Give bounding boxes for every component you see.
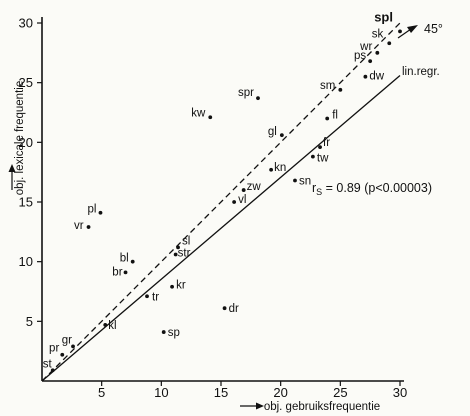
x-tick-label: 25 — [333, 385, 347, 400]
point-label-pr: pr — [49, 343, 59, 355]
trend-lines — [41, 22, 401, 382]
point-label-sn: sn — [299, 176, 311, 188]
x-tick-label: 10 — [154, 385, 168, 400]
data-point-dw — [363, 74, 368, 79]
data-point-sl — [176, 245, 180, 250]
data-point-pl — [98, 210, 103, 215]
data-point-fl — [325, 116, 330, 121]
point-label-dw: dw — [369, 71, 384, 83]
data-point-spr — [256, 96, 260, 101]
data-point-gl — [279, 133, 284, 138]
point-label-vl: vl — [238, 194, 246, 206]
point-label-kl: kl — [108, 320, 116, 332]
point-label-str: str — [178, 248, 191, 260]
y-tick-label: 30 — [19, 16, 33, 31]
point-label-gl: gl — [268, 126, 277, 138]
y-tick-label: 5 — [26, 314, 33, 329]
point-label-fl: fl — [332, 109, 338, 121]
x-tick-label: 20 — [273, 385, 287, 400]
data-point-wr — [375, 50, 380, 55]
data-point-tw — [310, 154, 315, 159]
y-tick-label: 25 — [19, 75, 33, 90]
data-point-sn — [293, 178, 297, 183]
data-point-ps — [368, 59, 373, 64]
data-point-kn — [269, 167, 274, 172]
point-label-kn: kn — [274, 162, 286, 174]
data-point-st — [50, 368, 55, 373]
correlation-symbol: r — [312, 181, 316, 195]
x-tick-label: 15 — [214, 385, 228, 400]
data-point-dr — [222, 306, 227, 311]
point-label-kw: kw — [191, 107, 206, 119]
point-label-sp: sp — [168, 327, 180, 339]
point-label-wr: wr — [359, 41, 372, 53]
point-label-gr: gr — [62, 334, 72, 346]
x-tick-label: 5 — [98, 385, 105, 400]
data-point-str — [173, 252, 178, 257]
point-label-sk: sk — [372, 28, 384, 40]
axes: 5 10 15 20 25 30 5 10 15 20 25 30 — [19, 16, 408, 401]
reference-line-label: 45° — [424, 22, 443, 36]
data-point-gr — [71, 344, 75, 349]
correlation-annotation: rS = 0.89 (p<0.00003) — [312, 181, 432, 197]
data-point-sm — [338, 87, 343, 92]
correlation-value: = 0.89 (p<0.00003) — [322, 181, 432, 195]
reference-45-line — [41, 22, 401, 382]
regression-line — [41, 75, 401, 382]
point-label-sl: sl — [182, 235, 190, 247]
data-point-br — [123, 270, 128, 275]
point-label-pl: pl — [88, 204, 97, 216]
point-label-dr: dr — [229, 303, 239, 315]
point-label-st: st — [43, 358, 53, 370]
y-axis-arrow-icon — [8, 164, 16, 190]
data-point-fr — [318, 145, 322, 150]
point-label-tr: tr — [152, 291, 159, 303]
point-label-bl: bl — [120, 253, 129, 265]
point-label-ps: ps — [354, 50, 366, 62]
point-label-kr: kr — [176, 280, 186, 292]
x-axis-arrow-icon — [240, 402, 264, 410]
point-label-sm: sm — [320, 80, 335, 92]
data-point-kr — [170, 284, 174, 289]
point-label-br: br — [112, 266, 122, 278]
point-label-spl: spl — [374, 9, 393, 24]
x-tick-label: 30 — [393, 385, 407, 400]
data-point-tr — [145, 294, 149, 299]
y-tick-label: 10 — [19, 254, 33, 269]
data-point-sp — [161, 330, 166, 334]
point-label-tw: tw — [317, 153, 329, 165]
y-axis-label: obj. lexicale frequentie — [14, 81, 26, 195]
data-point-vr — [86, 225, 91, 229]
point-label-fr: fr — [323, 137, 330, 149]
data-point-bl — [130, 259, 135, 264]
point-label-spr: spr — [238, 87, 254, 99]
correlation-subscript: S — [316, 187, 322, 197]
data-points — [50, 29, 402, 373]
point-label-vr: vr — [74, 220, 84, 232]
point-label-zw: zw — [247, 181, 262, 193]
y-tick-label: 20 — [19, 135, 33, 150]
data-point-sk — [387, 41, 392, 46]
data-point-zw — [241, 188, 246, 192]
y-tick-label: 15 — [19, 195, 33, 210]
data-point-pr — [60, 352, 65, 357]
reference-arrow-icon — [397, 25, 418, 39]
regression-line-label: lin.regr. — [402, 66, 440, 78]
data-point-kw — [208, 115, 213, 120]
data-point-kl — [103, 323, 108, 327]
data-point-vl — [232, 200, 237, 204]
data-point-spl — [398, 29, 402, 34]
x-axis-label: obj. gebruiksfrequentie — [264, 401, 380, 413]
